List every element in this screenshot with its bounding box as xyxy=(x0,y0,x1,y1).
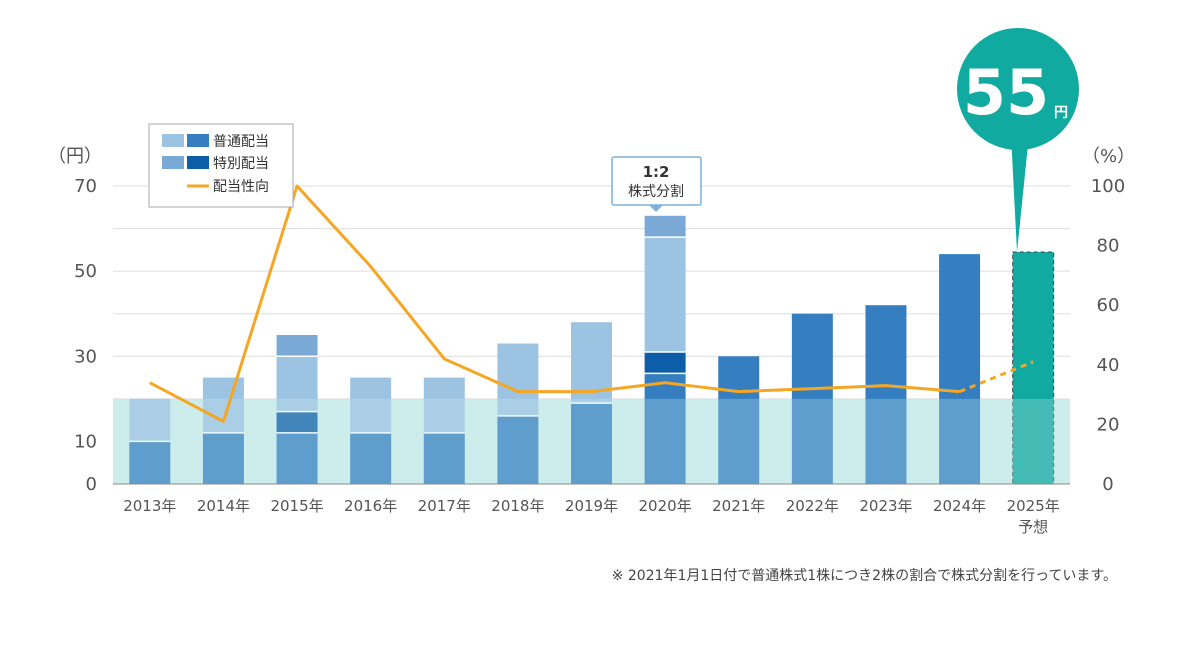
x-tick-label: 2014年 xyxy=(197,497,250,515)
y-right-tick-label: 80 xyxy=(1097,236,1120,257)
bar-forecast xyxy=(1012,251,1055,485)
forecast-callout-bubble xyxy=(957,28,1079,150)
x-tick-label: 2013年 xyxy=(123,497,176,515)
x-tick-label: 2017年 xyxy=(418,497,471,515)
y-right-tick-label: 0 xyxy=(1102,474,1113,495)
legend-swatch-special-light xyxy=(162,156,184,169)
bar-regular-light xyxy=(497,343,539,416)
split-callout-pointer xyxy=(649,205,663,212)
y-left-unit: （円） xyxy=(48,146,102,167)
bar-regular-dark xyxy=(423,432,465,484)
x-tick-label: 2024年 xyxy=(933,497,986,515)
legend-swatch-special-dark xyxy=(187,156,209,169)
bar-regular-dark xyxy=(644,373,686,484)
y-left-tick-label: 30 xyxy=(74,346,97,367)
bar-regular-dark xyxy=(129,441,171,484)
split-label: 株式分割 xyxy=(628,183,684,200)
legend-label-special: 特別配当 xyxy=(213,156,269,172)
bar-regular-dark xyxy=(791,313,833,484)
y-left-tick-label: 10 xyxy=(74,431,97,452)
y-right-tick-label: 60 xyxy=(1097,295,1120,316)
x-tick-label: 2022年 xyxy=(786,497,839,515)
bar-special-light xyxy=(276,335,318,357)
payout-ratio-line xyxy=(149,184,1034,423)
x-tick-label: 2015年 xyxy=(270,497,323,515)
bar-regular-dark xyxy=(276,432,318,484)
y-right-tick-label: 40 xyxy=(1097,355,1120,376)
bar-regular-light xyxy=(202,377,244,433)
bar-regular-light xyxy=(276,356,318,412)
forecast-value: 55 xyxy=(963,56,1049,129)
bar-regular-dark xyxy=(350,432,392,484)
payout-line-actual xyxy=(149,184,960,423)
legend-swatch-regular-dark xyxy=(187,134,209,147)
band-overlay xyxy=(113,398,1070,484)
x-tick-label: 2021年 xyxy=(712,497,765,515)
bar-special-dark xyxy=(276,411,318,433)
x-tick-sublabel: 予想 xyxy=(1018,518,1048,536)
bar-regular-dark xyxy=(497,415,539,484)
split-callout: 1:2 株式分割 xyxy=(611,156,702,212)
bar-special-light xyxy=(644,215,686,238)
x-tick-label: 2025年 xyxy=(1007,497,1060,515)
x-tick-label: 2020年 xyxy=(639,497,692,515)
bar-regular-light xyxy=(129,398,171,442)
payout-line-forecast xyxy=(959,360,1034,394)
y-left-tick-label: 0 xyxy=(86,474,97,495)
y-right-tick-label: 100 xyxy=(1091,176,1125,197)
forecast-unit: 円 xyxy=(1054,105,1068,121)
bar-regular-dark xyxy=(939,254,981,484)
x-tick-label: 2018年 xyxy=(491,497,544,515)
bars xyxy=(113,215,1070,485)
x-tick-label: 2023年 xyxy=(859,497,912,515)
legend-label-regular: 普通配当 xyxy=(213,134,269,150)
bar-regular-light xyxy=(644,237,686,353)
x-tick-label: 2016年 xyxy=(344,497,397,515)
y-left-tick-label: 70 xyxy=(74,176,97,197)
split-footnote: ※ 2021年1月1日付で普通株式1株につき2株の割合で株式分割を行っています。 xyxy=(612,567,1117,584)
split-ratio: 1:2 xyxy=(643,163,670,181)
bar-regular-light xyxy=(423,377,465,433)
bar-regular-dark xyxy=(865,305,907,484)
forecast-callout-pointer xyxy=(1011,135,1029,252)
y-right-unit: （%） xyxy=(1082,146,1135,167)
y-left-tick-label: 50 xyxy=(74,261,97,282)
bar-regular-dark xyxy=(718,356,760,484)
bar-special-dark xyxy=(644,352,686,374)
bar-regular-dark xyxy=(202,432,244,484)
bar-regular-light xyxy=(350,377,392,433)
bar-regular-dark xyxy=(571,403,612,484)
x-tick-label: 2019年 xyxy=(565,497,618,515)
legend: 普通配当 特別配当 配当性向 xyxy=(148,123,294,208)
legend-swatch-regular-light xyxy=(162,134,184,147)
y-right-tick-label: 20 xyxy=(1097,414,1120,435)
legend-label-payout: 配当性向 xyxy=(213,179,269,195)
forecast-callout: 55 円 xyxy=(957,28,1079,252)
